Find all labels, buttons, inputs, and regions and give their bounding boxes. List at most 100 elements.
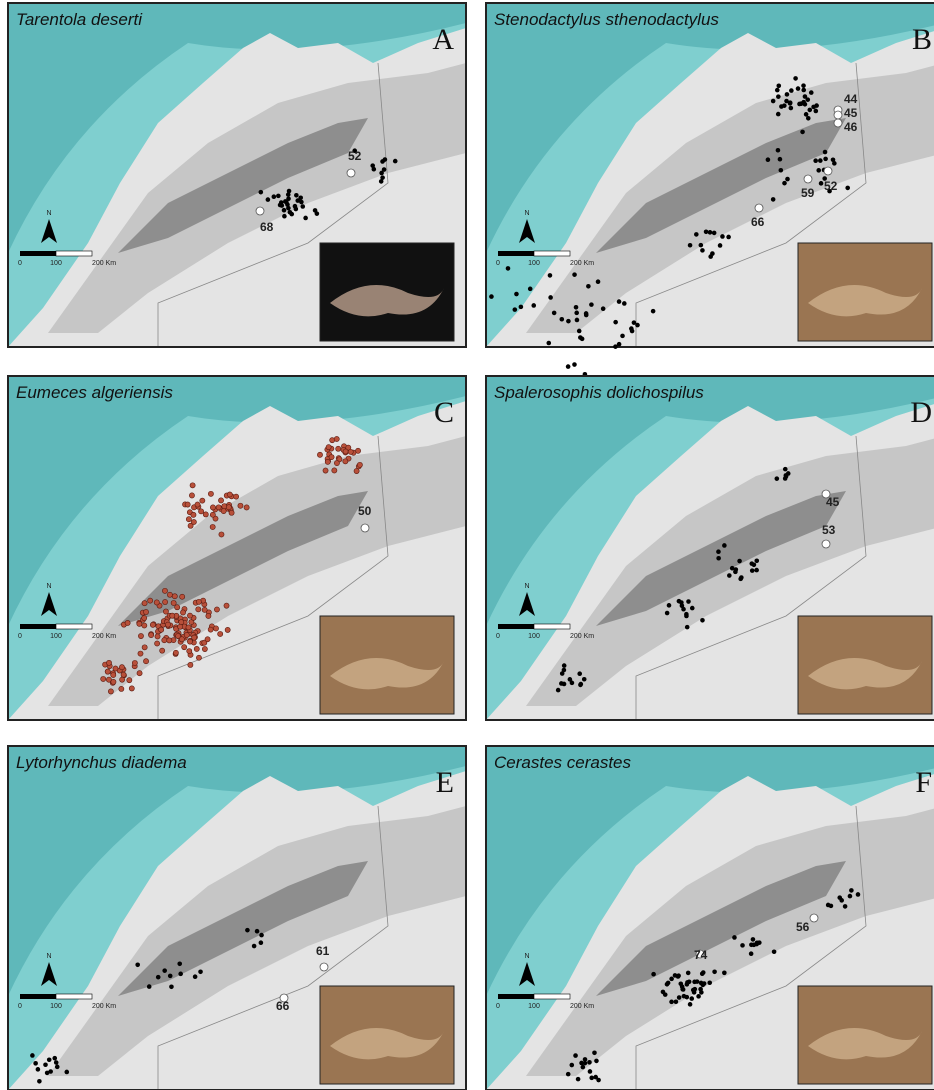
locality-dot [801,100,806,105]
locality-marker [810,914,818,922]
north-label: N [46,583,51,590]
locality-dot [665,611,670,616]
locality-dot [804,112,809,117]
locality-dot [569,1063,574,1068]
locality-dot [224,603,229,608]
locality-dot [208,491,213,496]
locality-dot [566,319,571,324]
locality-dot [295,198,300,203]
locality-dot [669,1000,674,1005]
locality-dot [168,974,173,979]
locality-dot [796,86,801,91]
scale-label: 100 [528,633,540,640]
locality-dot [694,232,699,237]
locality-dot [286,206,291,211]
scale-label: 100 [528,260,540,267]
locality-dot [687,979,692,984]
locality-marker [824,167,832,175]
scale-label: 100 [50,1003,62,1010]
locality-dot [214,607,219,612]
locality-dot [651,972,656,977]
locality-dot [570,681,575,686]
locality-dot [210,512,215,517]
locality-dot [776,148,781,153]
map-panel: 5674Cerastes cerastesFN0100200 Km [486,746,934,1090]
locality-dot [266,197,271,202]
locality-dot [198,509,203,514]
locality-dot [255,929,260,934]
locality-dot [559,317,564,322]
locality-dot [171,600,176,605]
locality-dot [506,266,511,271]
locality-dot [776,94,781,99]
scale-bar-dark [498,624,534,629]
locality-dot [186,625,191,630]
locality-dot [323,468,328,473]
locality-dot [169,984,174,989]
scale-label: 0 [18,260,22,267]
locality-dot [581,1065,586,1070]
scale-bar-light [56,251,92,256]
locality-dot [55,1065,60,1070]
locality-dot [589,302,594,307]
locality-dot [680,987,685,992]
locality-dot [601,306,606,311]
locality-dot [754,558,759,563]
scale-label: 200 Km [570,260,594,267]
locality-dot [730,566,735,571]
locality-dot [785,92,790,97]
locality-dot [789,106,794,111]
panel-letter: E [436,766,454,799]
scale-label: 100 [50,633,62,640]
locality-dot [186,517,191,522]
locality-dot [552,311,557,316]
locality-dot [154,600,159,605]
locality-dot [135,962,140,967]
locality-dot [688,243,693,248]
locality-dot [208,627,213,632]
locality-dot [682,994,687,999]
locality-dot [845,186,850,191]
scale-bar-light [534,624,570,629]
locality-dot [782,103,787,108]
locality-dot [708,230,713,235]
locality-dot [202,607,207,612]
scale-label: 0 [496,633,500,640]
locality-dot [47,1057,52,1062]
locality-dot [613,320,618,325]
locality-dot [206,613,211,618]
locality-dot [182,645,187,650]
locality-dot [150,622,155,627]
scale-label: 0 [496,1003,500,1010]
locality-dot [332,468,337,473]
locality-dot [178,972,183,977]
locality-dot [783,467,788,472]
locality-marker [755,204,763,212]
locality-dot [678,981,683,986]
locality-dot [177,962,182,967]
locality-dot [196,607,201,612]
locality-dot [370,163,375,168]
locality-dot [560,671,565,676]
locality-dot [776,83,781,88]
locality-dot [336,446,341,451]
scale-label: 200 Km [92,633,116,640]
locality-dot [776,112,781,117]
locality-dot [700,248,705,253]
locality-dot [622,301,627,306]
locality-dot [315,211,320,216]
locality-dot [218,498,223,503]
locality-dot [775,476,780,481]
locality-dot [559,681,564,686]
locality-dot [127,678,132,683]
locality-dot [684,614,689,619]
locality-dot [160,648,165,653]
locality-label: 74 [694,948,708,962]
locality-dot [189,493,194,498]
locality-label: 52 [348,149,362,163]
figure: 5268Tarentola desertiAN0100200 Km4445465… [0,0,934,1090]
locality-dot [210,505,215,510]
locality-dot [819,181,824,186]
locality-dot [806,116,811,121]
